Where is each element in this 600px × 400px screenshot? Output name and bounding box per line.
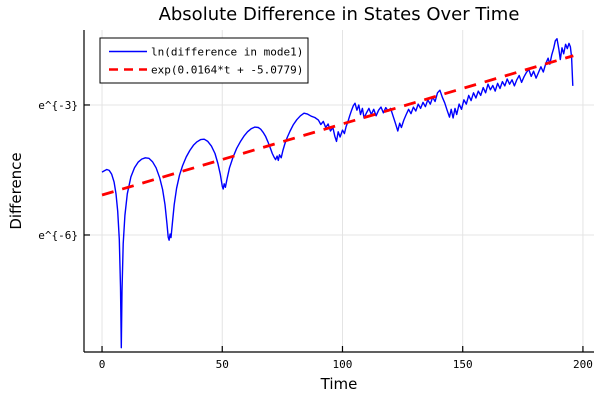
- x-tick-label: 100: [333, 358, 353, 371]
- x-tick-label: 0: [99, 358, 106, 371]
- x-tick-label: 150: [453, 358, 473, 371]
- x-axis-label: Time: [320, 375, 358, 393]
- fit-dashed-line: [101, 54, 574, 197]
- legend-box: [99, 37, 309, 84]
- x-tick-label: 50: [216, 358, 229, 371]
- chart-title: Absolute Difference in States Over Time: [158, 4, 520, 25]
- blue-series-line: [101, 38, 574, 349]
- y-tick-label: e^{-6}: [38, 229, 78, 242]
- legend-entry-label: exp(0.0164*t + -5.0779): [151, 64, 303, 77]
- y-axis-label: Difference: [7, 152, 25, 230]
- x-tick-label: 200: [573, 358, 593, 371]
- y-tick-label: e^{-3}: [38, 99, 78, 112]
- legend-entry-label: ln(difference in mode1): [151, 46, 303, 59]
